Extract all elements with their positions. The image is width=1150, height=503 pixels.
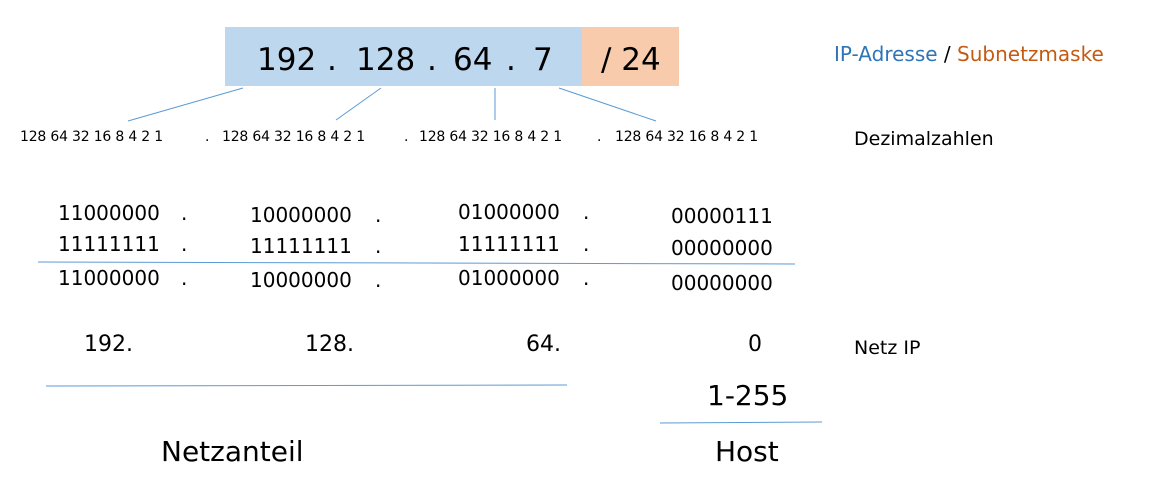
bit-weights-octet-1: 128 64 32 16 8 4 2 1 — [20, 129, 163, 145]
mask-binary-octet-3: 11111111 — [458, 232, 560, 256]
result-binary-octet-3: 01000000 — [458, 266, 560, 290]
weights-dot-1: . — [205, 129, 210, 145]
weights-dot-2: . — [404, 129, 409, 145]
result-binary-octet-1: 11000000 — [58, 266, 160, 290]
legend-separator: / — [943, 42, 951, 66]
weights-dot-3: . — [597, 129, 602, 145]
connector-line-octet-2 — [335, 87, 382, 121]
binary-result-separator — [37, 261, 796, 265]
bit-weights-octet-2: 128 64 32 16 8 4 2 1 — [222, 129, 365, 145]
mask-binary-octet-4: 00000000 — [671, 236, 773, 260]
subnet-prefix: / 24 — [601, 42, 661, 78]
host-part-underline — [659, 421, 823, 424]
binary-dot: . — [181, 266, 188, 290]
connector-line-octet-4 — [558, 87, 657, 122]
subnet-mask-box — [582, 27, 679, 86]
mask-binary-octet-1: 11111111 — [58, 232, 160, 256]
binary-dot: . — [375, 234, 382, 258]
binary-dot: . — [375, 268, 382, 292]
ip-octet-3: 64 — [453, 42, 493, 78]
legend-mask-label: Subnetzmaske — [957, 42, 1104, 66]
ip-octet-2: 128 — [356, 42, 416, 78]
weights-row-label: Dezimalzahlen — [854, 128, 994, 150]
network-octet-4: 0 — [748, 332, 762, 357]
host-range: 1-255 — [707, 379, 789, 412]
ip-binary-octet-4: 00000111 — [671, 204, 773, 228]
binary-dot: . — [583, 266, 590, 290]
ip-dot-1: . — [327, 42, 337, 78]
ip-dot-2: . — [427, 42, 437, 78]
network-octet-3: 64. — [526, 332, 561, 357]
result-binary-octet-2: 10000000 — [250, 268, 352, 292]
bit-weights-octet-3: 128 64 32 16 8 4 2 1 — [419, 129, 562, 145]
ip-address-box — [225, 27, 582, 86]
net-part-label: Netzanteil — [161, 435, 304, 468]
binary-dot: . — [583, 232, 590, 256]
legend: IP-Adresse / Subnetzmaske — [834, 41, 1104, 67]
ip-binary-octet-3: 01000000 — [458, 200, 560, 224]
legend-ip-label: IP-Adresse — [834, 42, 938, 66]
net-part-underline — [45, 384, 568, 387]
network-row-label: Netz IP — [854, 337, 921, 359]
binary-dot: . — [181, 201, 188, 225]
binary-dot: . — [375, 203, 382, 227]
ip-binary-octet-2: 10000000 — [250, 203, 352, 227]
connector-line-octet-1 — [127, 87, 244, 122]
ip-dot-3: . — [506, 42, 516, 78]
binary-dot: . — [583, 200, 590, 224]
network-octet-1: 192. — [84, 332, 133, 357]
host-part-label: Host — [715, 435, 779, 468]
ip-octet-4: 7 — [533, 42, 553, 78]
bit-weights-octet-4: 128 64 32 16 8 4 2 1 — [615, 129, 758, 145]
ip-octet-1: 192 — [257, 42, 317, 78]
network-octet-2: 128. — [305, 332, 354, 357]
ip-binary-octet-1: 11000000 — [58, 201, 160, 225]
binary-dot: . — [181, 232, 188, 256]
result-binary-octet-4: 00000000 — [671, 271, 773, 295]
mask-binary-octet-2: 11111111 — [250, 234, 352, 258]
